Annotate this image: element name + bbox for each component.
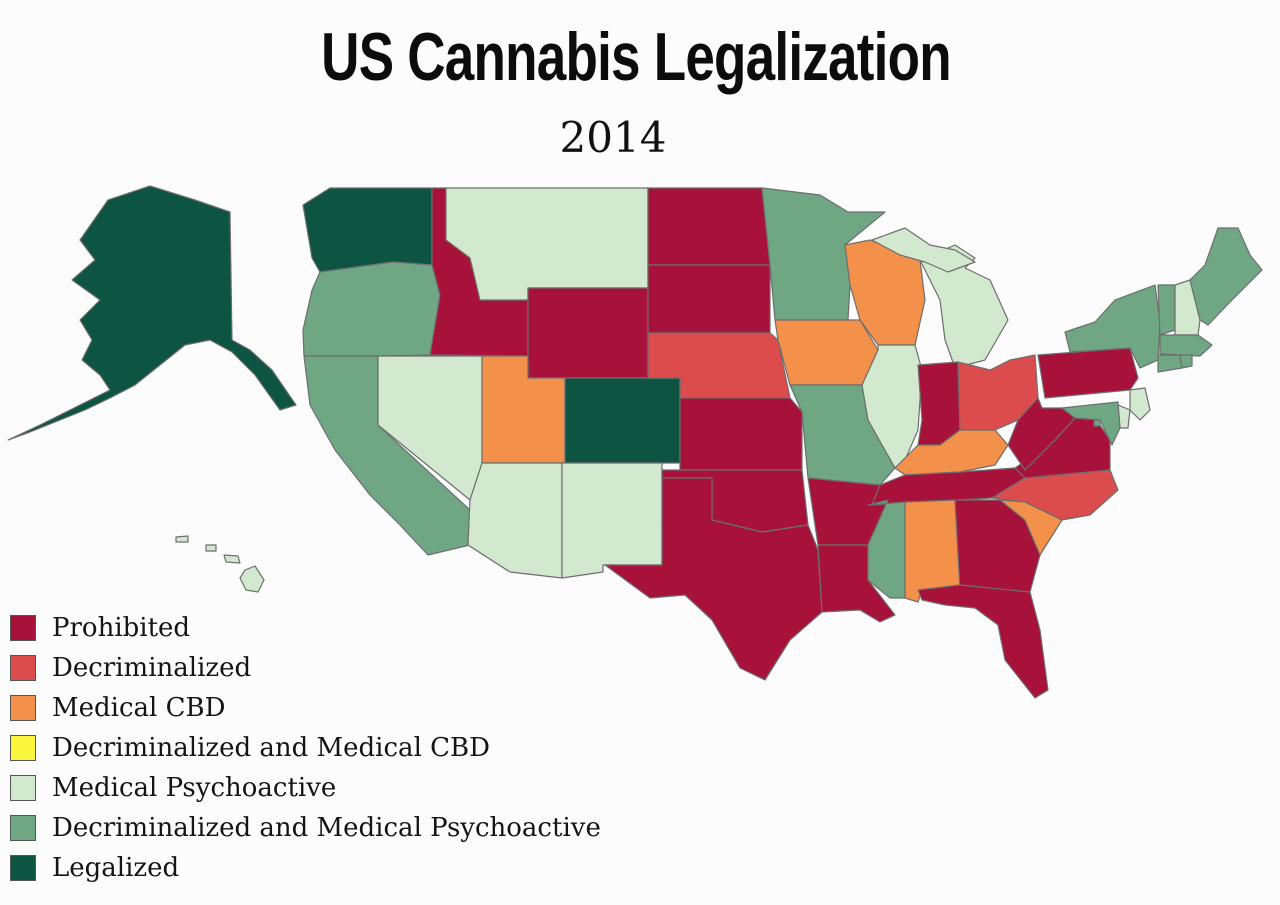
legend-item-cbd: Medical CBD bbox=[10, 693, 225, 723]
state-pa bbox=[1037, 347, 1139, 399]
state-ny bbox=[1064, 284, 1161, 369]
state-sd bbox=[647, 264, 771, 334]
legend-swatch bbox=[10, 655, 36, 681]
legend-label: Medical Psychoactive bbox=[52, 773, 337, 803]
state-fl bbox=[917, 584, 1049, 699]
state-wa bbox=[302, 187, 433, 273]
state-nj bbox=[1129, 387, 1151, 421]
state-or bbox=[302, 261, 441, 357]
legend-swatch bbox=[10, 735, 36, 761]
legend-label: Decriminalized bbox=[52, 653, 252, 683]
state-hi bbox=[239, 565, 265, 593]
state-az bbox=[467, 462, 563, 579]
state-mi bbox=[871, 227, 976, 273]
legend-label: Prohibited bbox=[52, 613, 191, 643]
state-hi bbox=[223, 554, 241, 564]
legend-swatch bbox=[10, 615, 36, 641]
legend-label: Medical CBD bbox=[52, 693, 226, 723]
state-ia bbox=[774, 319, 879, 386]
state-hi bbox=[175, 535, 189, 543]
state-ct bbox=[1157, 354, 1183, 373]
state-hi bbox=[205, 544, 217, 552]
legend-label: Decriminalized and Medical CBD bbox=[52, 733, 490, 763]
state-md bbox=[1061, 401, 1121, 446]
legend-swatch bbox=[10, 855, 36, 881]
state-nh bbox=[1174, 279, 1201, 336]
state-tx bbox=[604, 477, 823, 681]
state-ri bbox=[1179, 354, 1193, 369]
state-mi bbox=[919, 244, 1009, 369]
state-wy bbox=[527, 287, 649, 379]
state-mt bbox=[445, 187, 649, 301]
legend-item-decrim-cbd: Decriminalized and Medical CBD bbox=[10, 733, 490, 763]
legend-item-prohibited: Prohibited bbox=[10, 613, 190, 643]
map-subtitle: 2014 bbox=[559, 113, 667, 162]
state-ma bbox=[1159, 334, 1213, 357]
legend-label: Decriminalized and Medical Psychoactive bbox=[52, 813, 601, 843]
state-ak bbox=[7, 185, 297, 441]
state-co bbox=[564, 377, 681, 464]
state-dc bbox=[1093, 419, 1101, 427]
legend-item-decrim-medical: Decriminalized and Medical Psychoactive bbox=[10, 813, 601, 843]
legend-item-legal: Legalized bbox=[10, 853, 179, 883]
state-ks bbox=[679, 397, 803, 471]
legend-swatch bbox=[10, 815, 36, 841]
legend-swatch bbox=[10, 775, 36, 801]
state-me bbox=[1189, 227, 1263, 326]
legend-item-decrim: Decriminalized bbox=[10, 653, 251, 683]
legend-label: Legalized bbox=[52, 853, 180, 883]
state-vt bbox=[1157, 284, 1176, 336]
state-in bbox=[917, 361, 961, 446]
state-nd bbox=[647, 187, 771, 266]
legend-item-medical: Medical Psychoactive bbox=[10, 773, 336, 803]
legend-swatch bbox=[10, 695, 36, 721]
map-title: US Cannabis Legalization bbox=[321, 19, 951, 95]
state-nm bbox=[561, 462, 663, 579]
